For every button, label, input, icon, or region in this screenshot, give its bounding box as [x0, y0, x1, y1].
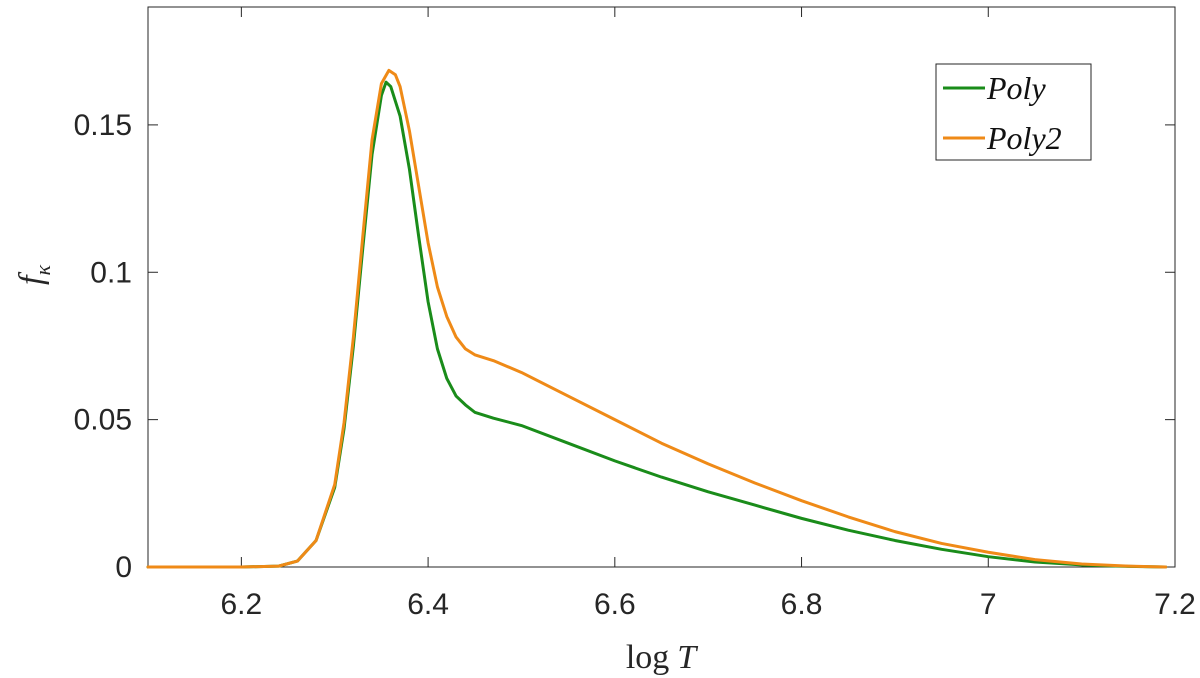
legend-label-poly: Poly: [986, 70, 1046, 106]
x-tick-label: 7: [980, 588, 997, 621]
y-tick-label: 0.05: [74, 404, 132, 437]
x-tick-label: 6.4: [407, 588, 449, 621]
plot-area-frame: [147, 6, 1176, 568]
x-tick-label: 6.6: [594, 588, 636, 621]
chart-legend: Poly Poly2: [935, 63, 1092, 161]
legend-box: [935, 63, 1092, 161]
y-axis-ticks: 0 0.05 0.1 0.15: [74, 109, 1175, 584]
x-tick-label: 7.2: [1154, 588, 1196, 621]
x-tick-label: 6.8: [781, 588, 823, 621]
y-tick-label: 0.1: [90, 256, 132, 289]
x-axis-title: log T: [626, 639, 698, 676]
y-tick-label: 0: [115, 551, 132, 584]
y-axis-title: fκ: [13, 265, 55, 285]
x-axis-ticks: 6.2 6.4 6.6 6.8 7 7.2: [221, 7, 1196, 621]
y-tick-label: 0.15: [74, 109, 132, 142]
series-line-poly2: [146, 68, 1168, 569]
x-tick-label: 6.2: [221, 588, 263, 621]
series-layer: [146, 68, 1168, 569]
legend-label-poly2: Poly2: [986, 120, 1062, 156]
